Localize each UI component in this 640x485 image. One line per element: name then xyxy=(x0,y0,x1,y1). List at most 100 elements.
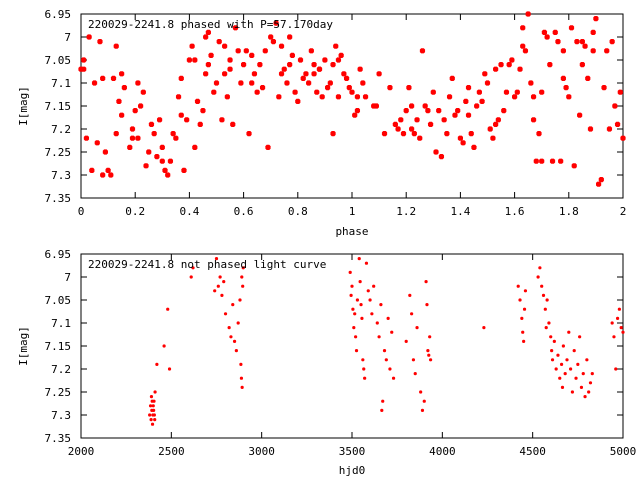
data-point xyxy=(552,29,558,35)
y-tick-label: 7.35 xyxy=(45,432,72,445)
data-point xyxy=(428,335,432,339)
data-point xyxy=(617,89,623,95)
data-point xyxy=(436,108,442,114)
data-point xyxy=(410,312,414,316)
data-point xyxy=(452,112,458,118)
data-point xyxy=(270,39,277,45)
data-point xyxy=(132,108,138,114)
data-point xyxy=(465,85,472,91)
data-point xyxy=(457,135,463,141)
y-axis-label: I[mag] xyxy=(17,86,30,126)
data-point xyxy=(590,29,596,35)
data-point xyxy=(370,312,374,316)
data-point xyxy=(414,117,420,123)
data-point xyxy=(460,140,466,146)
data-point xyxy=(379,303,383,307)
data-point xyxy=(292,89,298,95)
data-points xyxy=(78,11,626,187)
data-point xyxy=(234,349,238,353)
data-point xyxy=(516,284,520,288)
data-point xyxy=(81,57,87,63)
data-point xyxy=(579,385,584,389)
data-point xyxy=(427,121,434,128)
data-point xyxy=(189,43,195,49)
data-point xyxy=(149,395,154,399)
data-point xyxy=(150,422,155,426)
data-point xyxy=(372,284,376,288)
data-point xyxy=(590,48,596,54)
data-point xyxy=(81,66,87,72)
data-point xyxy=(501,108,507,114)
y-tick-label: 6.95 xyxy=(45,8,72,21)
data-point xyxy=(303,71,309,77)
data-point xyxy=(119,71,125,77)
y-tick-label: 7.1 xyxy=(51,317,71,330)
data-point xyxy=(560,385,565,389)
data-point xyxy=(357,66,363,72)
data-point xyxy=(563,85,569,91)
data-point xyxy=(91,80,98,86)
data-point xyxy=(257,62,263,68)
data-point xyxy=(569,367,573,371)
data-point xyxy=(240,385,244,389)
data-point xyxy=(430,89,436,95)
data-point xyxy=(541,293,546,297)
data-point xyxy=(154,154,160,160)
data-point xyxy=(536,131,542,137)
data-point xyxy=(368,298,372,302)
data-point xyxy=(528,80,534,86)
data-point xyxy=(587,126,594,132)
data-point xyxy=(539,89,545,95)
data-point xyxy=(350,284,354,288)
data-point xyxy=(110,75,117,82)
x-tick-label: 3500 xyxy=(339,445,366,458)
data-point xyxy=(558,376,562,380)
x-axis-label: hjd0 xyxy=(339,464,366,477)
data-point xyxy=(241,266,245,270)
data-point xyxy=(349,293,353,297)
data-point xyxy=(127,144,133,151)
data-point xyxy=(373,103,379,109)
data-point xyxy=(479,98,485,105)
data-point xyxy=(388,367,392,371)
data-point xyxy=(425,108,431,114)
data-point xyxy=(224,94,230,100)
data-point xyxy=(361,358,365,362)
data-point xyxy=(518,298,522,302)
y-tick-label: 7.15 xyxy=(45,340,72,353)
x-tick-label: 2000 xyxy=(68,445,95,458)
data-point xyxy=(578,335,582,339)
data-point xyxy=(219,117,225,123)
data-point xyxy=(482,71,488,77)
data-point xyxy=(503,89,510,95)
data-point xyxy=(178,75,184,82)
data-point xyxy=(585,358,589,362)
data-point xyxy=(354,108,361,114)
data-point xyxy=(86,34,92,40)
data-point xyxy=(148,404,153,408)
data-point xyxy=(287,34,293,40)
data-point xyxy=(619,326,623,330)
data-point xyxy=(571,163,577,169)
data-point xyxy=(148,413,152,417)
data-point xyxy=(444,131,450,137)
data-point xyxy=(520,316,524,320)
data-point xyxy=(360,80,366,86)
data-point xyxy=(227,66,233,72)
data-point xyxy=(398,117,404,123)
data-point xyxy=(612,103,618,109)
data-point xyxy=(102,149,108,155)
data-point xyxy=(322,57,328,63)
y-axis-ticks: 6.95 7 7.05 7.1 7.15 7.2 7.25 7.3 7.35 xyxy=(45,248,623,445)
y-tick-label: 7.05 xyxy=(45,54,72,67)
data-point xyxy=(156,117,163,123)
data-point xyxy=(392,121,398,128)
data-point xyxy=(89,167,95,174)
data-point xyxy=(621,330,625,334)
x-tick-label: 2500 xyxy=(158,445,185,458)
x-tick-label: 0.2 xyxy=(125,205,145,218)
data-point xyxy=(559,362,564,366)
data-point xyxy=(417,135,423,141)
data-point xyxy=(509,57,515,63)
